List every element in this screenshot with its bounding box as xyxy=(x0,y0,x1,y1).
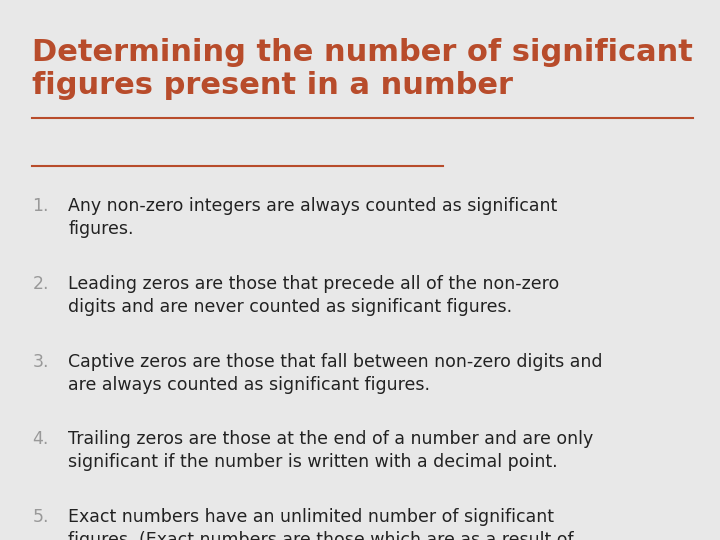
Text: Captive zeros are those that fall between non-zero digits and
are always counted: Captive zeros are those that fall betwee… xyxy=(68,353,603,394)
Text: 4.: 4. xyxy=(32,430,49,448)
Text: Leading zeros are those that precede all of the non-zero
digits and are never co: Leading zeros are those that precede all… xyxy=(68,275,559,316)
Text: 2.: 2. xyxy=(32,275,49,293)
Text: 5.: 5. xyxy=(32,508,49,526)
Text: Trailing zeros are those at the end of a number and are only
significant if the : Trailing zeros are those at the end of a… xyxy=(68,430,594,471)
Text: Any non-zero integers are always counted as significant
figures.: Any non-zero integers are always counted… xyxy=(68,197,558,238)
Text: Exact numbers have an unlimited number of significant
figures. (Exact numbers ar: Exact numbers have an unlimited number o… xyxy=(68,508,607,540)
Text: Determining the number of significant
figures present in a number: Determining the number of significant fi… xyxy=(32,38,693,100)
Text: 1.: 1. xyxy=(32,197,49,215)
Text: 3.: 3. xyxy=(32,353,49,370)
